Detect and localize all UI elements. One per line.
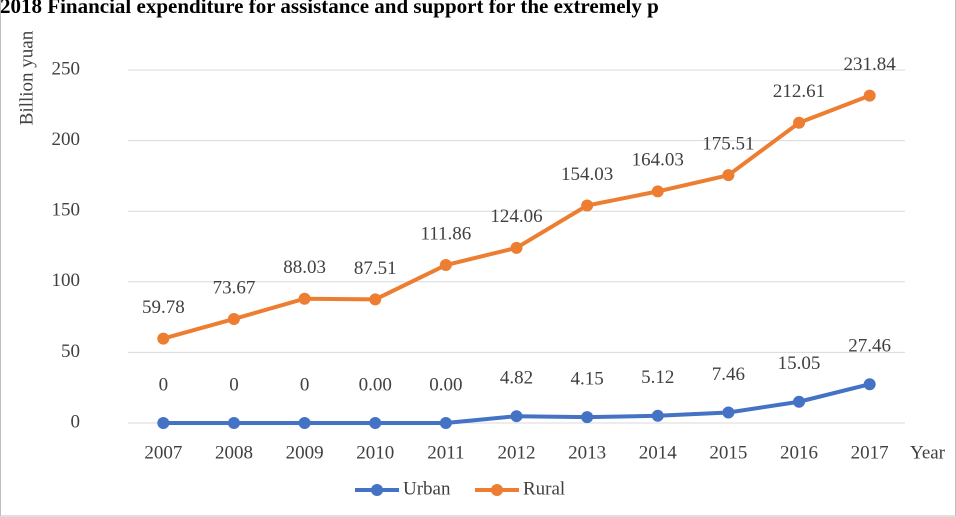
point [581, 411, 594, 424]
x-tick-label: 2015 [709, 442, 747, 463]
point [298, 292, 311, 305]
legend-label: Rural [523, 478, 565, 499]
data-label: 59.78 [142, 297, 185, 318]
x-tick-label: 2017 [851, 442, 889, 463]
point [510, 241, 523, 254]
point [227, 417, 240, 429]
point [651, 409, 664, 422]
point [863, 378, 876, 391]
x-tick-label: 2009 [286, 442, 324, 463]
data-label: 0.00 [429, 374, 462, 395]
data-label: 15.05 [778, 353, 821, 374]
point [510, 410, 523, 423]
point [227, 312, 240, 325]
x-tick-label: 2010 [356, 442, 394, 463]
legend-label: Urban [403, 478, 451, 499]
x-tick-label: 2008 [215, 442, 253, 463]
data-label: 4.15 [571, 368, 604, 389]
point [722, 169, 735, 182]
data-label: 164.03 [632, 150, 684, 171]
point [793, 116, 806, 129]
point [439, 259, 452, 272]
x-tick-label: 2014 [639, 442, 678, 463]
data-label: 154.03 [561, 164, 613, 185]
point [298, 417, 311, 429]
data-label: 27.46 [848, 336, 891, 357]
x-tick-label: 2011 [427, 442, 464, 463]
data-label: 0 [300, 374, 310, 395]
data-label: 175.51 [702, 134, 754, 155]
data-label: 231.84 [844, 54, 897, 75]
y-tick-label: 100 [52, 270, 81, 291]
data-label: 212.61 [773, 81, 825, 102]
x-tick-label: 2013 [568, 442, 606, 463]
data-label: 5.12 [641, 367, 674, 388]
point [157, 332, 170, 345]
point [651, 185, 664, 198]
data-label: 0 [229, 374, 239, 395]
y-axis-label: Billion yuan [16, 30, 37, 125]
point [439, 417, 452, 429]
x-tick-label: 2007 [144, 442, 182, 463]
x-tick-label: 2012 [498, 442, 536, 463]
data-label: 0 [159, 374, 169, 395]
point [581, 199, 594, 212]
y-tick-label: 150 [52, 200, 81, 221]
x-axis-label: Year [910, 442, 946, 463]
point [369, 417, 382, 429]
data-label: 87.51 [354, 258, 397, 279]
point [157, 417, 170, 429]
data-label: 88.03 [283, 257, 326, 278]
data-label: 124.06 [490, 206, 542, 227]
legend-marker [371, 484, 383, 496]
y-tick-label: 250 [52, 58, 81, 79]
y-tick-label: 200 [52, 129, 81, 150]
data-label: 7.46 [712, 364, 745, 385]
data-label: 0.00 [359, 374, 392, 395]
point [369, 293, 382, 306]
y-tick-label: 50 [61, 341, 80, 362]
chart-title: 2018 Financial expenditure for assistanc… [0, 0, 659, 18]
data-label: 4.82 [500, 368, 533, 389]
data-label: 73.67 [213, 277, 256, 298]
y-tick-label: 0 [71, 411, 81, 432]
point [722, 406, 735, 419]
point [863, 89, 876, 102]
point [793, 395, 806, 408]
x-tick-label: 2016 [780, 442, 818, 463]
data-label: 111.86 [420, 223, 471, 244]
legend-marker [491, 484, 503, 496]
